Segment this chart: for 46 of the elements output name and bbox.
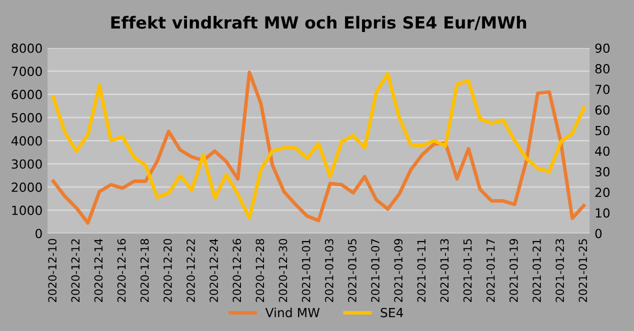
y-tick-label: 4000 (11, 136, 42, 146)
legend-label: Vind MW (265, 308, 320, 318)
x-tick-label: 2020-12-22 (186, 239, 195, 302)
y-tick-label: 2000 (12, 182, 42, 192)
x-tick-label: 2021-01-21 (532, 239, 541, 302)
x-tick-label: 2021-01-13 (440, 239, 449, 302)
y-tick-label: 3000 (12, 159, 42, 169)
x-tick-label: 2021-01-03 (324, 239, 334, 302)
x-tick-label: 2020-12-20 (163, 238, 172, 302)
y2-tick-label: 80 (595, 64, 610, 74)
y2-tick-label: 40 (595, 146, 610, 156)
y-tick-label: 7000 (12, 66, 42, 76)
x-tick-label: 2021-01-07 (371, 239, 380, 302)
x-tick-label: 2020-12-30 (278, 238, 288, 302)
x-tick-label: 2021-01-17 (486, 239, 495, 302)
y2-tick-label: 10 (596, 208, 610, 218)
x-tick-label: 2021-01-15 (463, 239, 472, 302)
x-tick-label: 2020-12-12 (71, 239, 80, 302)
y2-tick-label: 60 (595, 105, 610, 115)
y-tick-label: 8000 (12, 43, 42, 53)
y2-tick-label: 0 (595, 228, 602, 238)
x-tick-label: 2021-01-19 (509, 239, 518, 302)
y-tick-label: 0 (36, 228, 42, 238)
y-tick-label: 6000 (12, 90, 42, 100)
x-tick-label: 2020-12-14 (94, 238, 103, 302)
chart-title: Effekt vindkraft MW och Elpris SE4 Eur/MWh (111, 16, 526, 32)
y2-tick-label: 50 (595, 126, 610, 136)
x-tick-label: 2021-01-11 (417, 239, 426, 302)
x-tick-label: 2021-01-23 (556, 239, 564, 302)
x-tick-label: 2021-01-09 (394, 239, 403, 302)
y2-tick-label: 30 (595, 167, 610, 176)
x-tick-label: 2021-01-01 (302, 239, 310, 302)
y2-tick-label: 20 (595, 188, 610, 198)
x-tick-label: 2020-12-26 (232, 238, 242, 302)
x-tick-label: 2020-12-28 (256, 238, 264, 302)
y2-tick-label: 70 (596, 84, 610, 94)
x-tick-label: 2020-12-10 (48, 238, 57, 302)
y-tick-label: 5000 (12, 112, 42, 122)
x-tick-label: 2021-01-25 (578, 239, 588, 302)
x-tick-label: 2020-12-16 (117, 238, 126, 302)
legend-label: SE4 (380, 308, 404, 318)
x-tick-label: 2020-12-24 (210, 238, 218, 302)
x-tick-label: 2020-12-18 (140, 238, 149, 302)
x-tick-label: 2021-01-05 (348, 239, 356, 302)
y2-tick-label: 90 (595, 43, 610, 53)
y-tick-label: 1000 (12, 206, 42, 216)
